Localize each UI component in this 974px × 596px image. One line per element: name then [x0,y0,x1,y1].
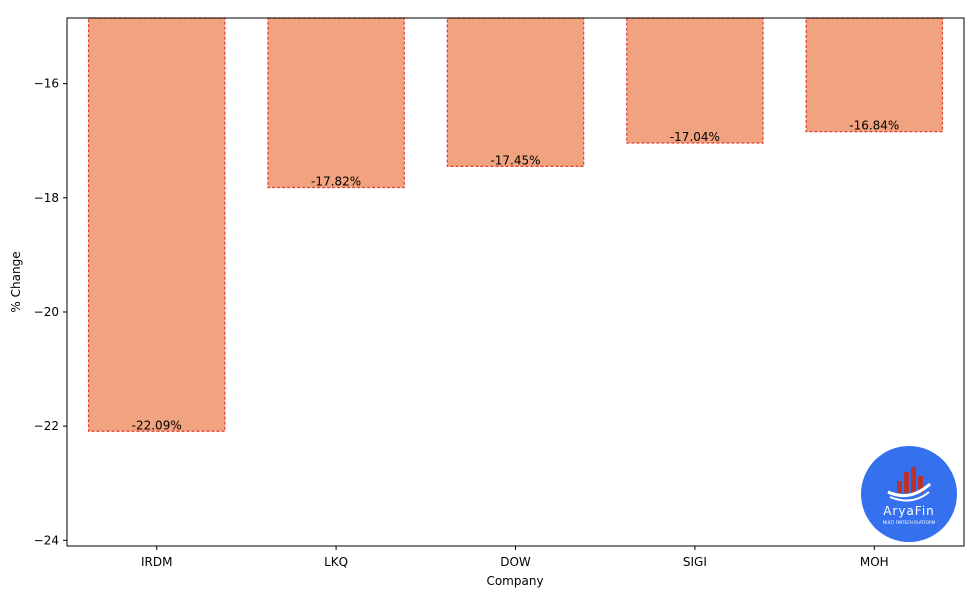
logo-swoosh-icon [887,482,932,498]
logo-bars-icon [897,467,923,493]
aryafin-logo: AryaFin MULTI FINTECH PLATFORM [861,446,957,542]
bars-group [87,17,944,432]
data-label-dow: -17.45% [490,153,540,167]
data-labels-group: -22.09% -17.82% -17.45% -17.04% -16.84% [132,119,900,433]
bar-lkq [267,17,405,189]
y-axis: −16 −18 −20 −22 −24 [34,77,67,547]
bar-sigi [626,17,764,144]
data-label-irdm: -22.09% [132,418,182,432]
x-axis: IRDM LKQ DOW SIGI MOH [141,546,889,569]
x-tick-label-lkq: LKQ [324,555,348,569]
data-label-sigi: -17.04% [670,130,720,144]
y-tick-label: −24 [34,533,59,547]
x-tick-label-dow: DOW [500,555,531,569]
y-tick-label: −16 [34,77,59,91]
y-axis-label: % Change [9,251,23,312]
bar-irdm [87,17,226,432]
bar-moh [805,17,944,133]
data-label-lkq: -17.82% [311,175,361,189]
x-axis-label: Company [486,574,543,588]
x-tick-label-sigi: SIGI [683,555,707,569]
logo-tagline: MULTI FINTECH PLATFORM [883,520,936,525]
data-label-moh: -16.84% [849,119,899,133]
x-tick-label-irdm: IRDM [141,555,172,569]
bar-dow [446,17,585,168]
y-tick-label: −20 [34,305,59,319]
y-tick-label: −18 [34,191,59,205]
y-tick-label: −22 [34,419,59,433]
logo-name: AryaFin [883,504,935,518]
x-tick-label-moh: MOH [860,555,889,569]
